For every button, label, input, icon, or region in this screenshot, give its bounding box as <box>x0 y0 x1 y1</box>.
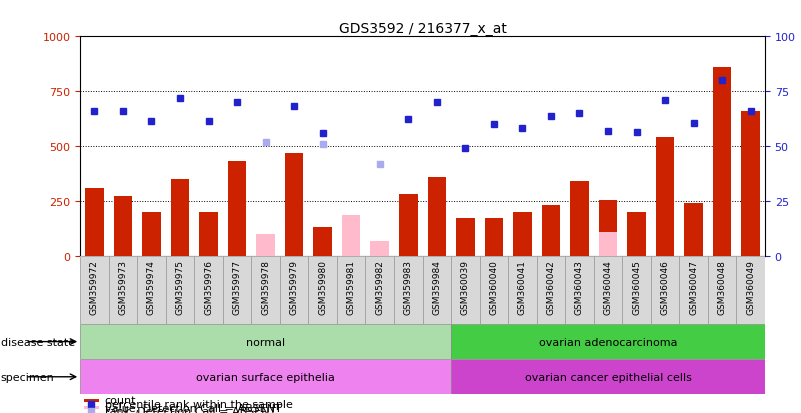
Bar <box>80 256 765 324</box>
Bar <box>485 219 503 256</box>
Bar <box>622 256 650 324</box>
Text: GSM360049: GSM360049 <box>747 259 755 314</box>
Text: GSM360041: GSM360041 <box>518 259 527 314</box>
Bar <box>252 256 280 324</box>
Text: GSM359973: GSM359973 <box>119 259 127 314</box>
Bar <box>227 162 247 256</box>
Bar <box>679 256 708 324</box>
Text: GSM360047: GSM360047 <box>689 259 698 314</box>
Bar <box>451 256 480 324</box>
Bar <box>399 195 417 256</box>
Text: normal: normal <box>246 337 285 347</box>
Bar <box>736 256 765 324</box>
Bar <box>570 182 589 256</box>
Bar <box>80 324 451 359</box>
Text: ovarian adenocarcinoma: ovarian adenocarcinoma <box>539 337 678 347</box>
Text: GSM359978: GSM359978 <box>261 259 270 314</box>
Text: GSM360042: GSM360042 <box>546 259 555 314</box>
Text: disease state: disease state <box>1 337 75 347</box>
Text: GSM360044: GSM360044 <box>603 259 613 314</box>
Text: GSM359979: GSM359979 <box>290 259 299 314</box>
Text: GSM359984: GSM359984 <box>433 259 441 314</box>
Text: percentile rank within the sample: percentile rank within the sample <box>105 399 292 409</box>
Bar <box>598 232 618 256</box>
Text: count: count <box>105 395 136 405</box>
Text: GSM360040: GSM360040 <box>489 259 498 314</box>
Bar <box>513 212 532 256</box>
Text: GSM360043: GSM360043 <box>575 259 584 314</box>
Bar <box>256 234 275 256</box>
Title: GDS3592 / 216377_x_at: GDS3592 / 216377_x_at <box>339 22 506 36</box>
Bar <box>566 256 594 324</box>
Bar <box>137 256 166 324</box>
Bar <box>166 256 195 324</box>
Bar <box>171 179 189 256</box>
Bar <box>342 216 360 256</box>
Bar <box>508 256 537 324</box>
Text: GSM359981: GSM359981 <box>347 259 356 314</box>
Bar <box>423 256 451 324</box>
Bar <box>537 256 566 324</box>
Bar <box>656 138 674 256</box>
Bar <box>337 256 365 324</box>
Text: GSM360046: GSM360046 <box>661 259 670 314</box>
Text: GSM359974: GSM359974 <box>147 259 156 314</box>
Bar <box>80 359 451 394</box>
Bar <box>280 256 308 324</box>
Bar <box>456 219 475 256</box>
Text: value, Detection Call = ABSENT: value, Detection Call = ABSENT <box>105 403 281 413</box>
Bar <box>713 68 731 256</box>
Bar <box>313 228 332 256</box>
Text: GSM360048: GSM360048 <box>718 259 727 314</box>
Bar <box>480 256 508 324</box>
Text: GSM360039: GSM360039 <box>461 259 470 314</box>
Bar <box>114 197 132 256</box>
Text: GSM359982: GSM359982 <box>375 259 384 314</box>
Text: GSM359976: GSM359976 <box>204 259 213 314</box>
Bar <box>109 256 137 324</box>
Bar <box>195 256 223 324</box>
Bar <box>451 324 765 359</box>
Bar <box>142 212 161 256</box>
Bar <box>370 242 389 256</box>
Text: GSM359977: GSM359977 <box>232 259 242 314</box>
Bar <box>285 153 304 256</box>
Text: ovarian cancer epithelial cells: ovarian cancer epithelial cells <box>525 372 691 382</box>
Text: GSM359983: GSM359983 <box>404 259 413 314</box>
Text: ovarian surface epithelia: ovarian surface epithelia <box>196 372 335 382</box>
Bar <box>308 256 337 324</box>
Bar <box>594 256 622 324</box>
Text: rank, Detection Call = ABSENT: rank, Detection Call = ABSENT <box>105 406 276 413</box>
Bar <box>598 200 618 256</box>
Bar <box>627 212 646 256</box>
Text: GSM359975: GSM359975 <box>175 259 184 314</box>
Bar <box>541 206 560 256</box>
Bar <box>708 256 736 324</box>
Bar <box>394 256 423 324</box>
Bar <box>742 112 760 256</box>
Bar <box>684 204 703 256</box>
Bar <box>223 256 252 324</box>
Bar <box>199 212 218 256</box>
Bar <box>85 188 103 256</box>
Text: GSM359980: GSM359980 <box>318 259 327 314</box>
Bar <box>451 359 765 394</box>
Bar <box>80 256 109 324</box>
Text: GSM360045: GSM360045 <box>632 259 641 314</box>
Bar <box>428 177 446 256</box>
Text: GSM359972: GSM359972 <box>90 259 99 314</box>
Bar <box>650 256 679 324</box>
Bar <box>83 399 99 402</box>
Bar <box>83 406 99 409</box>
Text: specimen: specimen <box>1 372 54 382</box>
Bar <box>365 256 394 324</box>
